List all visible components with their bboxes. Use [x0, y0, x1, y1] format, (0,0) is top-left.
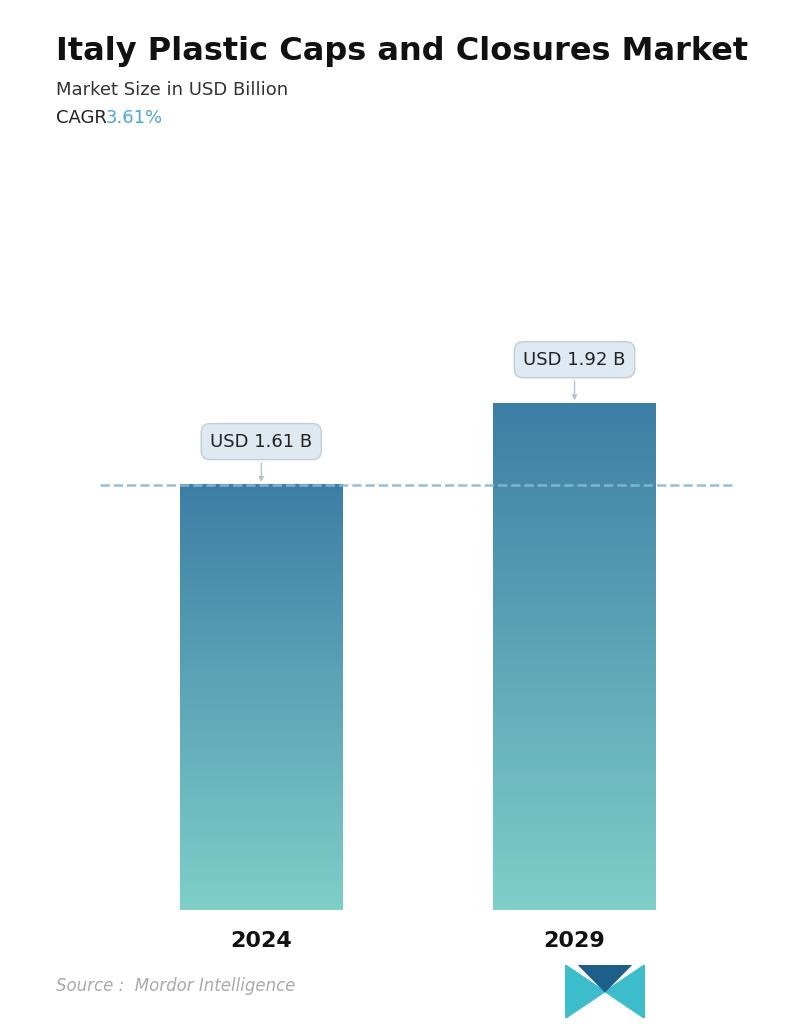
- Text: Source :  Mordor Intelligence: Source : Mordor Intelligence: [56, 977, 295, 995]
- Text: Italy Plastic Caps and Closures Market: Italy Plastic Caps and Closures Market: [56, 36, 748, 67]
- Text: USD 1.92 B: USD 1.92 B: [523, 351, 626, 399]
- Text: CAGR: CAGR: [56, 109, 112, 126]
- Text: Market Size in USD Billion: Market Size in USD Billion: [56, 81, 288, 98]
- Text: 3.61%: 3.61%: [106, 109, 163, 126]
- Text: USD 1.61 B: USD 1.61 B: [210, 432, 312, 481]
- Polygon shape: [565, 965, 605, 1018]
- Polygon shape: [579, 965, 631, 992]
- Polygon shape: [605, 965, 645, 1018]
